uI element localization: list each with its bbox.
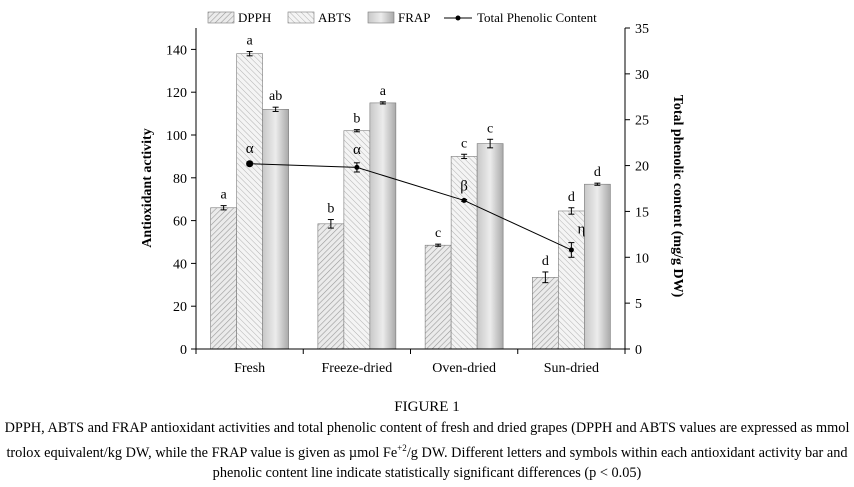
x-tick-label: Sun-dried [544, 361, 599, 376]
bar-dpph-fresh [210, 207, 237, 350]
y-axis-label: Antioxidant activity [140, 128, 155, 247]
bar-dpph-sun-dried [532, 277, 559, 350]
significance-letter: ab [269, 89, 282, 104]
bar-frap-oven-dried [476, 143, 504, 350]
significance-letter: d [594, 165, 601, 180]
y-tick-label: 120 [166, 86, 187, 101]
legend: DPPH ABTS FRAP Total Phenolic Content [207, 10, 597, 25]
phenolic-symbol-label: β [460, 179, 468, 195]
total-phenolic-line [249, 163, 572, 251]
legend-swatch [367, 11, 395, 24]
y2-tick-label: 0 [635, 343, 642, 358]
y2-tick-label: 25 [635, 114, 649, 129]
phenolic-point [354, 164, 360, 170]
y-tick-label: 60 [173, 215, 187, 230]
phenolic-point [568, 247, 574, 253]
significance-letter: b [353, 112, 360, 127]
significance-letter: a [247, 34, 254, 49]
y2-tick-label: 15 [635, 205, 649, 220]
y2-axis-label: Total phenolic content (mg/g DW) [670, 95, 685, 298]
bar-frap-sun-dried [584, 183, 611, 350]
y-tick-label: 80 [173, 172, 187, 187]
y-tick-label: 140 [166, 43, 187, 58]
y2-tick-label: 5 [635, 297, 642, 312]
y2-tick-label: 10 [635, 251, 649, 266]
legend-label: DPPH [238, 10, 271, 25]
legend-swatch [287, 11, 315, 24]
legend-line-marker [455, 15, 461, 21]
caption-text-part2: /g DW. Different letters and symbols wit… [212, 444, 848, 481]
grouped-bar-line-chart: DPPH ABTS FRAP Total Phenolic Content aaabb… [140, 10, 685, 376]
significance-letter: d [542, 254, 549, 269]
phenolic-symbol-label: α [353, 142, 361, 158]
caption-superscript: +2 [397, 443, 407, 453]
phenolic-symbol-label: α [246, 141, 254, 157]
bar-frap-freeze-dried [369, 102, 397, 350]
legend-swatch [207, 11, 235, 24]
x-tick-label: Oven-dried [432, 361, 496, 376]
phenolic-point [246, 160, 254, 168]
significance-letter: a [221, 188, 228, 203]
legend-label: ABTS [318, 10, 351, 25]
significance-letter: c [435, 226, 441, 241]
significance-letter: c [461, 136, 467, 151]
y2-tick-label: 35 [635, 22, 649, 37]
significance-letter: b [327, 202, 334, 217]
phenolic-point [461, 197, 467, 203]
bars-group: a a ab b b a c c c d d d [210, 34, 611, 350]
y-tick-label: 100 [166, 129, 187, 144]
bar-dpph-freeze-dried [317, 223, 345, 350]
phenolic-symbol-label: η [577, 222, 585, 238]
figure-caption: FIGURE 1 DPPH, ABTS and FRAP antioxidant… [0, 398, 854, 483]
x-tick-label: Fresh [234, 361, 265, 376]
caption-text-part1: DPPH, ABTS and FRAP antioxidant activiti… [4, 420, 850, 461]
significance-letter: a [380, 84, 387, 99]
axes-group: Fresh Freeze-dried Oven-dried Sun-dried 0 20 4… [166, 22, 649, 376]
phenolic-line-group: α α β η [246, 141, 585, 258]
bar-dpph-oven-dried [424, 244, 452, 350]
legend-label: FRAP [398, 10, 431, 25]
figure-description: DPPH, ABTS and FRAP antioxidant activiti… [0, 418, 854, 483]
y2-tick-label: 30 [635, 68, 649, 83]
y-tick-label: 40 [173, 257, 187, 272]
significance-letter: d [568, 190, 575, 205]
bar-abts-sun-dried [558, 210, 585, 350]
legend-label: Total Phenolic Content [477, 10, 597, 25]
bar-frap-fresh [262, 109, 289, 350]
significance-letter: c [487, 121, 493, 136]
x-tick-label: Freeze-dried [322, 361, 393, 376]
bar-abts-fresh [236, 53, 263, 350]
y-tick-label: 0 [180, 343, 187, 358]
y2-tick-label: 20 [635, 160, 649, 175]
figure-title: FIGURE 1 [394, 399, 460, 415]
y-tick-label: 20 [173, 300, 187, 315]
